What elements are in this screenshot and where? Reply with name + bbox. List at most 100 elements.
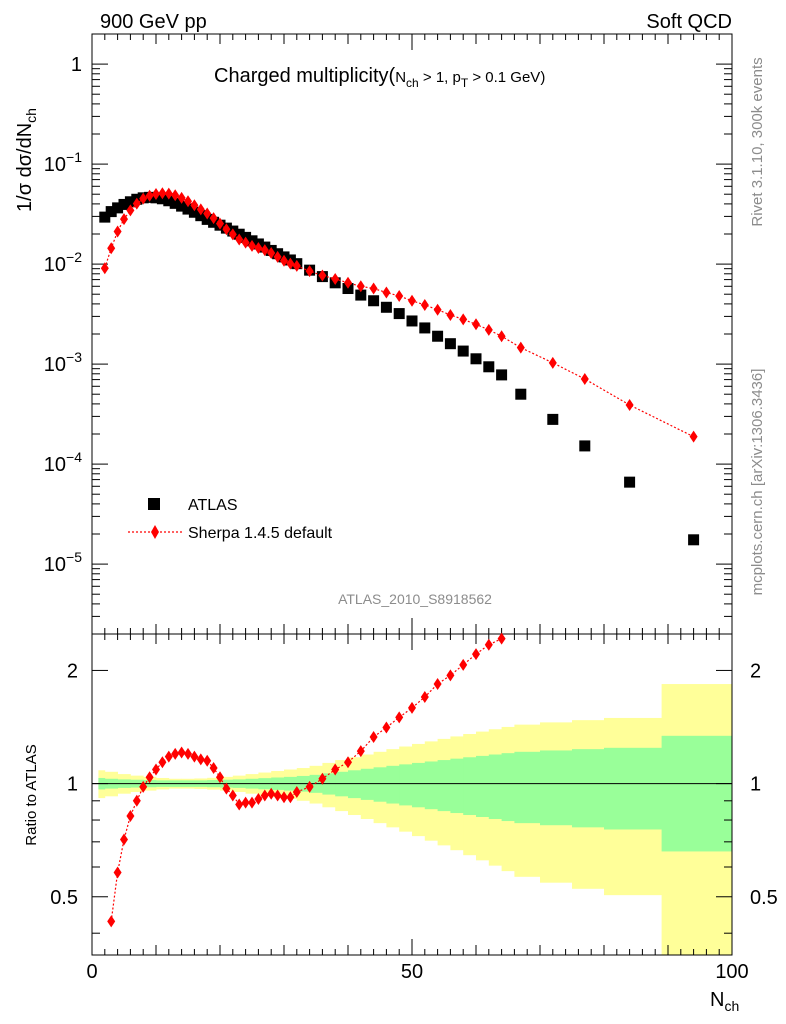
sherpa-data-point	[408, 294, 416, 307]
sherpa-data-point	[145, 189, 154, 202]
ratio-sherpa-point	[286, 791, 295, 804]
legend-sherpa-marker	[151, 525, 159, 539]
ratio-sherpa-point	[273, 789, 282, 802]
ratio-sherpa-point	[209, 762, 218, 775]
ratio-sherpa-point	[497, 632, 506, 645]
ratio-sherpa-point	[344, 756, 352, 769]
ratio-band-stat	[604, 747, 662, 830]
x-tick-label: 100	[715, 961, 748, 983]
sherpa-data-point	[280, 254, 288, 267]
sherpa-data-point	[184, 195, 192, 208]
sherpa-data-point	[216, 217, 224, 230]
x-tick-label: 0	[86, 961, 97, 983]
sherpa-data-point	[152, 188, 160, 201]
main-y-tick-label: 10−3	[44, 349, 82, 376]
atlas-data-point	[547, 413, 559, 425]
sherpa-data-point	[126, 204, 135, 217]
ratio-sherpa-point	[446, 669, 455, 682]
ratio-band-stat	[424, 761, 438, 810]
sherpa-data-point	[171, 189, 180, 202]
ratio-band-stat	[412, 762, 426, 808]
atlas-data-point	[380, 301, 392, 313]
sherpa-data-point	[273, 250, 282, 263]
ratio-band-stat	[348, 770, 362, 799]
ratio-sherpa-point	[132, 794, 141, 807]
ratio-band-stat	[661, 735, 733, 852]
sherpa-data-point	[267, 247, 276, 260]
ratio-sherpa-point	[459, 658, 468, 671]
ratio-sherpa-point	[107, 915, 116, 928]
ratio-sherpa-point	[164, 750, 173, 763]
header-left-title: 900 GeV pp	[100, 11, 207, 33]
atlas-data-point	[163, 195, 175, 207]
atlas-data-point	[624, 476, 636, 488]
atlas-data-point	[432, 330, 444, 342]
atlas-data-point	[188, 206, 200, 218]
main-y-axis-label: 1/σ dσ/dNch	[14, 108, 39, 212]
ratio-sherpa-point	[203, 754, 212, 767]
sherpa-data-point	[260, 244, 269, 257]
sherpa-data-point	[164, 187, 173, 200]
ratio-band-stat	[437, 760, 451, 812]
main-y-tick-label: 1	[71, 54, 82, 76]
sherpa-data-point	[228, 228, 237, 241]
atlas-data-point	[579, 440, 591, 452]
ratio-sherpa-point	[171, 747, 180, 760]
sherpa-data-point	[158, 187, 167, 200]
ratio-sherpa-point	[267, 787, 276, 800]
ratio-sherpa-point	[158, 756, 167, 769]
atlas-data-point	[99, 211, 111, 223]
sherpa-data-point	[100, 262, 109, 275]
ratio-band-stat	[373, 767, 387, 802]
ratio-sherpa-point	[196, 753, 205, 766]
ratio-band-stat	[540, 750, 573, 826]
ratio-sherpa-point	[433, 678, 442, 691]
ratio-sherpa-point	[254, 792, 263, 805]
ratio-sherpa-point	[331, 763, 340, 776]
sherpa-data-point	[235, 233, 244, 246]
sherpa-data-point	[203, 207, 212, 220]
ratio-band-stat	[572, 749, 605, 828]
atlas-data-point	[368, 295, 380, 307]
sherpa-data-point	[177, 191, 186, 204]
atlas-data-point	[195, 210, 207, 222]
ratio-band-stat	[360, 768, 374, 800]
ratio-sherpa-point	[177, 746, 186, 759]
sherpa-data-point	[420, 298, 429, 311]
atlas-data-point	[688, 534, 700, 546]
sherpa-data-point	[254, 241, 263, 254]
ratio-y-tick-label: 0.5	[50, 887, 78, 909]
ratio-y-tick-label-right: 2	[750, 660, 761, 682]
ratio-band-stat	[450, 758, 464, 814]
main-y-tick-label: 10−2	[44, 249, 82, 276]
ratio-y-axis-label: Ratio to ATLAS	[23, 744, 40, 845]
ratio-y-tick-label-right: 1	[750, 774, 761, 796]
sherpa-data-point	[580, 372, 589, 385]
sherpa-data-point	[446, 308, 455, 321]
ratio-sherpa-point	[472, 648, 480, 661]
atlas-data-point	[105, 206, 117, 218]
sherpa-data-point	[139, 192, 148, 205]
ratio-sherpa-point	[395, 711, 404, 724]
legend-atlas-label: ATLAS	[188, 497, 238, 514]
main-y-tick-label: 10−5	[44, 549, 82, 576]
ratio-band-stat	[514, 751, 541, 824]
sherpa-data-point	[132, 197, 141, 210]
sherpa-data-point	[484, 323, 493, 336]
sherpa-data-point	[305, 265, 314, 278]
ratio-sherpa-point	[222, 782, 231, 795]
ratio-band-stat	[476, 755, 490, 817]
ratio-sherpa-point	[120, 833, 128, 846]
ratio-sherpa-point	[305, 780, 314, 793]
ratio-sherpa-point	[145, 771, 154, 784]
ratio-sherpa-point	[369, 731, 378, 744]
ratio-band-stat	[386, 765, 400, 804]
ratio-sherpa-point	[228, 789, 237, 802]
ratio-sherpa-point	[260, 789, 269, 802]
ratio-sherpa-point	[408, 701, 416, 714]
ratio-sherpa-point	[152, 763, 160, 776]
ratio-sherpa-point	[292, 785, 301, 798]
sherpa-data-point	[190, 199, 199, 212]
ratio-sherpa-point	[484, 638, 493, 651]
